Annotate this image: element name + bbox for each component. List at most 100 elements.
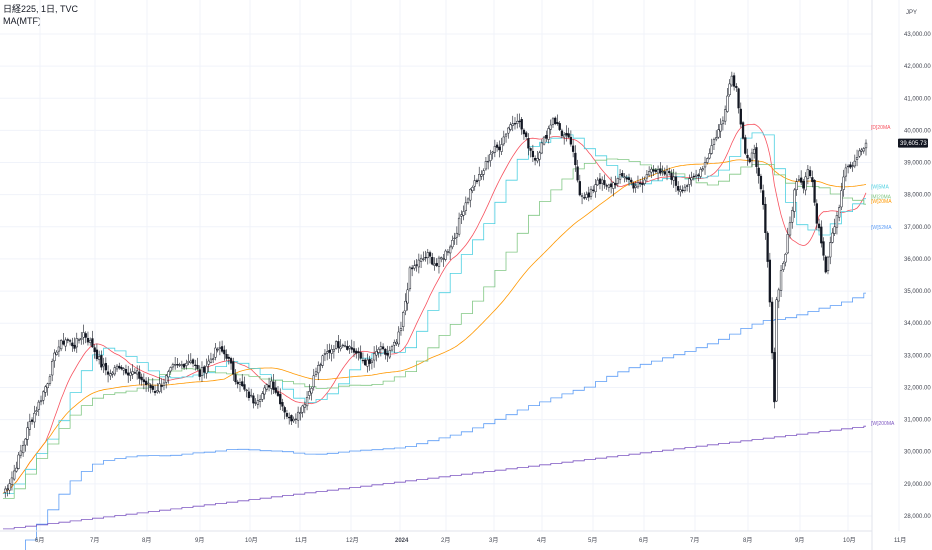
candle-body[interactable]: [93, 347, 96, 353]
candle-body[interactable]: [708, 153, 711, 159]
candle-body[interactable]: [397, 331, 400, 345]
candle-body[interactable]: [471, 187, 474, 192]
candle-body[interactable]: [413, 265, 416, 269]
candle-body[interactable]: [343, 345, 347, 347]
candle-body[interactable]: [806, 169, 810, 179]
time-axis[interactable]: 6月 7月 8月 9月 10月 11月 12月 2024 2月 3月 4月 5月 6月 7月 8月 9月 10月…: [35, 537, 906, 544]
candle-body[interactable]: [786, 234, 789, 254]
candle-body[interactable]: [840, 190, 843, 208]
candle-body[interactable]: [144, 380, 148, 386]
candle-body[interactable]: [328, 350, 331, 353]
candle-body[interactable]: [527, 138, 530, 149]
candle-body[interactable]: [464, 202, 467, 211]
candle-body[interactable]: [153, 391, 157, 393]
candle-body[interactable]: [692, 175, 695, 178]
candle-body[interactable]: [674, 176, 678, 186]
candle-body[interactable]: [368, 359, 371, 364]
candle-body[interactable]: [355, 350, 358, 354]
candle-body[interactable]: [466, 198, 470, 204]
candle-body[interactable]: [310, 388, 313, 394]
candle-body[interactable]: [672, 176, 675, 181]
candle-body[interactable]: [359, 352, 362, 359]
symbol-title[interactable]: 日経225, 1日, TVC: [3, 4, 79, 14]
candle-body[interactable]: [489, 153, 492, 162]
candle-body[interactable]: [62, 340, 65, 345]
candle-body[interactable]: [824, 256, 827, 273]
candle-body[interactable]: [241, 381, 244, 387]
candle-body[interactable]: [587, 192, 590, 198]
candle-body[interactable]: [621, 173, 624, 177]
candle-body[interactable]: [178, 364, 181, 366]
price-axis[interactable]: 28,000.00 29,000.00 30,000.00 31,000.00 32,0…: [904, 32, 931, 520]
candle-body[interactable]: [135, 370, 139, 375]
candle-body[interactable]: [406, 289, 409, 304]
candle-body[interactable]: [744, 137, 747, 154]
candle-body[interactable]: [357, 351, 360, 353]
candle-body[interactable]: [583, 197, 586, 199]
candle-body[interactable]: [26, 427, 29, 440]
candle-body[interactable]: [51, 361, 54, 376]
candle-body[interactable]: [4, 488, 7, 493]
candle-body[interactable]: [174, 364, 177, 366]
candle-body[interactable]: [265, 384, 268, 390]
candle-body[interactable]: [826, 256, 830, 272]
candle-body[interactable]: [457, 217, 461, 235]
candle-body[interactable]: [762, 190, 765, 205]
candle-body[interactable]: [831, 232, 834, 243]
candle-body[interactable]: [556, 122, 559, 124]
candle-body[interactable]: [216, 349, 219, 351]
candle-body[interactable]: [446, 251, 450, 253]
candle-body[interactable]: [283, 407, 286, 413]
candle-body[interactable]: [444, 250, 447, 260]
candle-body[interactable]: [299, 412, 302, 414]
candle-body[interactable]: [757, 167, 760, 176]
candle-body[interactable]: [169, 367, 172, 372]
candle-body[interactable]: [462, 211, 465, 216]
candle-body[interactable]: [84, 333, 87, 338]
candle-body[interactable]: [768, 259, 772, 303]
candle-body[interactable]: [558, 123, 561, 130]
candle-body[interactable]: [285, 413, 289, 417]
candle-body[interactable]: [730, 75, 734, 86]
candle-body[interactable]: [73, 344, 76, 349]
candle-body[interactable]: [301, 405, 304, 413]
candle-body[interactable]: [480, 174, 483, 177]
candle-body[interactable]: [846, 165, 850, 168]
candle-body[interactable]: [138, 371, 141, 379]
candle-body[interactable]: [256, 400, 260, 405]
candle-body[interactable]: [455, 232, 459, 238]
candle-body[interactable]: [540, 142, 543, 154]
candle-body[interactable]: [820, 226, 823, 244]
candle-body[interactable]: [294, 418, 298, 420]
candle-body[interactable]: [625, 177, 628, 180]
candle-body[interactable]: [815, 203, 818, 224]
candle-body[interactable]: [663, 171, 666, 175]
candle-body[interactable]: [440, 257, 443, 260]
candle-body[interactable]: [511, 123, 514, 126]
candle-body[interactable]: [576, 166, 579, 181]
candle-body[interactable]: [542, 136, 546, 145]
candle-body[interactable]: [205, 365, 208, 374]
candle-body[interactable]: [668, 171, 671, 173]
candle-body[interactable]: [849, 164, 852, 168]
candle-body[interactable]: [64, 339, 67, 347]
candle-body[interactable]: [303, 404, 306, 408]
candle-body[interactable]: [813, 179, 816, 203]
candle-body[interactable]: [214, 347, 217, 358]
candle-body[interactable]: [547, 128, 550, 140]
candle-body[interactable]: [364, 359, 367, 366]
candle-body[interactable]: [433, 263, 436, 266]
candle-body[interactable]: [808, 170, 812, 177]
candle-body[interactable]: [800, 177, 803, 183]
candle-body[interactable]: [710, 145, 713, 154]
candle-body[interactable]: [142, 379, 146, 383]
candle-body[interactable]: [645, 174, 649, 179]
candle-body[interactable]: [337, 341, 340, 348]
candle-body[interactable]: [531, 150, 535, 158]
candle-body[interactable]: [773, 352, 776, 403]
candle-body[interactable]: [30, 419, 34, 422]
candle-body[interactable]: [191, 359, 195, 364]
candle-body[interactable]: [151, 385, 154, 390]
candle-body[interactable]: [426, 252, 429, 258]
candle-body[interactable]: [858, 150, 861, 157]
